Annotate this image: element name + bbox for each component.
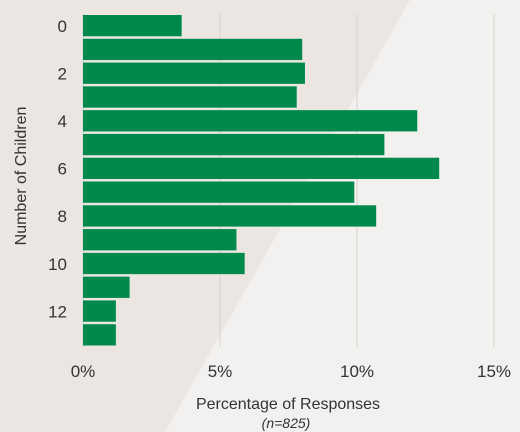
- y-tick-label-2: 2: [58, 64, 67, 83]
- bar-9: [83, 229, 237, 251]
- y-axis-title: Number of Children: [13, 107, 30, 246]
- y-tick-label-6: 6: [58, 160, 67, 179]
- y-tick-label-12: 12: [48, 302, 67, 321]
- x-tick-label-1: 5%: [208, 362, 233, 381]
- bar-7: [83, 181, 355, 203]
- bars: [83, 15, 440, 346]
- bar-0: [83, 15, 182, 37]
- bar-10: [83, 252, 245, 275]
- x-axis-sample-size: (n=825): [262, 415, 311, 431]
- y-tick-label-8: 8: [58, 207, 67, 226]
- bar-4: [83, 110, 418, 132]
- x-tick-label-0: 0%: [71, 362, 96, 381]
- y-tick-label-10: 10: [48, 255, 67, 274]
- bar-5: [83, 133, 385, 156]
- bar-3: [83, 86, 297, 108]
- bar-1: [83, 38, 303, 61]
- bar-8: [83, 205, 377, 227]
- y-tick-labels: 0 2 4 6 8 10 12: [48, 17, 67, 321]
- y-tick-label-4: 4: [58, 112, 67, 131]
- bar-11: [83, 276, 130, 298]
- bar-13: [83, 324, 116, 346]
- bar-6: [83, 157, 440, 179]
- x-tick-label-3: 15%: [477, 362, 511, 381]
- y-tick-label-0: 0: [58, 17, 67, 36]
- bar-2: [83, 62, 305, 84]
- x-tick-labels: 0% 5% 10% 15%: [71, 362, 511, 381]
- x-axis-title: Percentage of Responses: [196, 396, 380, 413]
- x-tick-label-2: 10%: [340, 362, 374, 381]
- bar-12: [83, 300, 116, 322]
